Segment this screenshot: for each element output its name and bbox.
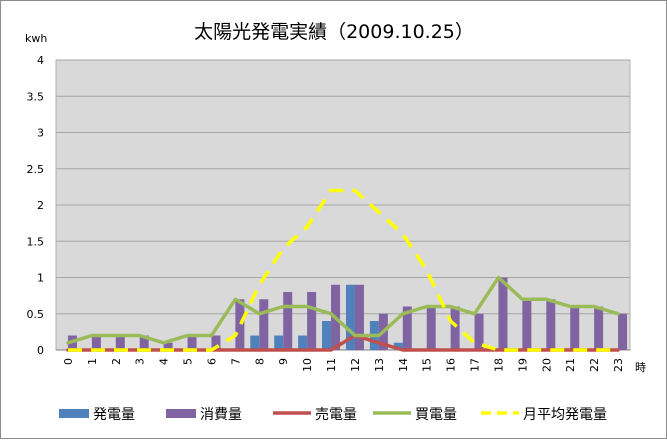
bar [393, 342, 403, 350]
bar [450, 306, 460, 350]
bar [115, 335, 125, 350]
legend-label: 売電量 [315, 407, 357, 423]
legend-label: 月平均発電量 [523, 407, 607, 423]
x-tick-label: 5 [182, 358, 195, 365]
line-series [66, 188, 620, 352]
x-tick-label: 0 [62, 358, 75, 365]
series-line [66, 275, 620, 345]
legend: 発電量 消費量 売電量 買電量 月平均発電量 [59, 407, 607, 423]
x-tick-label: 14 [397, 358, 410, 372]
x-tick-label: 16 [445, 358, 458, 372]
y-tick-labels: 0 0.5 1 1.5 2 2.5 3 3.5 4 [27, 54, 45, 357]
bar [322, 321, 332, 350]
bar [274, 335, 284, 350]
x-tick-label: 18 [492, 358, 505, 372]
bar [354, 284, 364, 350]
x-tick-label: 13 [373, 358, 386, 372]
x-axis-unit-label: 時 [635, 361, 646, 374]
y-tick-label: 1.5 [27, 235, 45, 248]
bar [163, 342, 173, 350]
x-tick-label: 2 [110, 358, 123, 365]
x-tick-label: 15 [421, 358, 434, 372]
legend-label: 消費量 [200, 407, 242, 423]
x-tick-label: 4 [158, 358, 171, 365]
x-tick-label: 3 [134, 358, 147, 365]
y-tick-label: 2.5 [27, 163, 45, 176]
chart-title: 太陽光発電実績（2009.10.25） [194, 21, 474, 43]
bar [426, 306, 436, 350]
x-tick-label: 8 [253, 358, 266, 365]
y-tick-label: 0.5 [27, 308, 45, 321]
bar [250, 335, 260, 350]
bar [283, 292, 293, 350]
bar [235, 299, 245, 350]
y-tick-label: 3 [37, 127, 44, 140]
x-tick-labels: 0 1 2 3 4 5 6 7 8 9 10 11 12 13 14 15 16 17 18 19 20 21 22 23 [62, 358, 625, 372]
y-axis-unit-label: kwh [25, 32, 47, 45]
x-tick-label: 12 [349, 358, 362, 372]
bar [139, 335, 149, 350]
bar [402, 306, 412, 350]
x-tick-label: 11 [325, 358, 338, 372]
x-tick-label: 1 [86, 358, 99, 365]
x-tick-label: 7 [229, 358, 242, 365]
x-tick-label: 10 [301, 358, 314, 372]
x-tick-label: 17 [469, 358, 482, 372]
series-line [66, 333, 620, 352]
y-tick-label: 3.5 [27, 90, 45, 103]
x-tick-label: 9 [277, 358, 290, 365]
series-line [68, 188, 618, 352]
bar [307, 292, 317, 350]
legend-swatch [59, 409, 89, 418]
x-tick-label: 20 [540, 358, 553, 372]
bar [91, 335, 101, 350]
bar [298, 335, 308, 350]
legend-label: 発電量 [93, 407, 135, 423]
bar [259, 299, 269, 350]
bar [211, 335, 221, 350]
y-tick-label: 2 [37, 199, 44, 212]
bar [594, 306, 604, 350]
x-tick-label: 21 [564, 358, 577, 372]
bar [618, 313, 628, 350]
x-tick-label: 23 [612, 358, 625, 372]
bar [570, 306, 580, 350]
bar [522, 299, 532, 350]
x-tick-label: 19 [516, 358, 529, 372]
bar [474, 313, 484, 350]
legend-label: 買電量 [415, 407, 457, 423]
bar [187, 335, 197, 350]
bar [546, 299, 556, 350]
y-tick-label: 4 [37, 54, 44, 67]
y-tick-label: 0 [37, 344, 44, 357]
bar [345, 284, 355, 350]
x-tick-label: 22 [588, 358, 601, 372]
bar [498, 277, 508, 350]
x-tick-label: 6 [205, 358, 218, 365]
y-tick-label: 1 [37, 272, 44, 285]
legend-swatch [166, 409, 196, 418]
